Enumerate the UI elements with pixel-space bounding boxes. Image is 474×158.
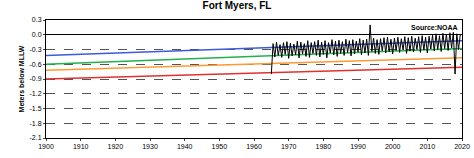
svg-text:1910: 1910 (73, 143, 89, 150)
svg-text:-2.1: -2.1 (30, 134, 42, 141)
svg-text:Source:NOAA: Source:NOAA (411, 24, 458, 31)
svg-text:2000: 2000 (385, 143, 401, 150)
svg-text:1940: 1940 (177, 143, 193, 150)
svg-text:1990: 1990 (350, 143, 366, 150)
svg-text:0.3: 0.3 (32, 16, 42, 23)
svg-text:2010: 2010 (420, 143, 436, 150)
svg-text:1960: 1960 (246, 143, 262, 150)
svg-text:Fort Myers, FL: Fort Myers, FL (203, 0, 272, 11)
svg-text:Meters below MLLW: Meters below MLLW (18, 45, 25, 112)
svg-text:1970: 1970 (281, 143, 297, 150)
svg-text:-1.5: -1.5 (30, 105, 42, 112)
svg-text:1950: 1950 (212, 143, 228, 150)
svg-text:1930: 1930 (142, 143, 158, 150)
svg-text:0.0: 0.0 (32, 31, 42, 38)
svg-text:-1.8: -1.8 (30, 120, 42, 127)
svg-text:-0.9: -0.9 (30, 75, 42, 82)
svg-text:2020: 2020 (454, 143, 470, 150)
svg-text:-1.2: -1.2 (30, 90, 42, 97)
svg-text:-0.3: -0.3 (30, 46, 42, 53)
svg-text:1980: 1980 (316, 143, 332, 150)
svg-text:1920: 1920 (108, 143, 124, 150)
svg-text:1900: 1900 (38, 143, 54, 150)
svg-text:-0.6: -0.6 (30, 61, 42, 68)
